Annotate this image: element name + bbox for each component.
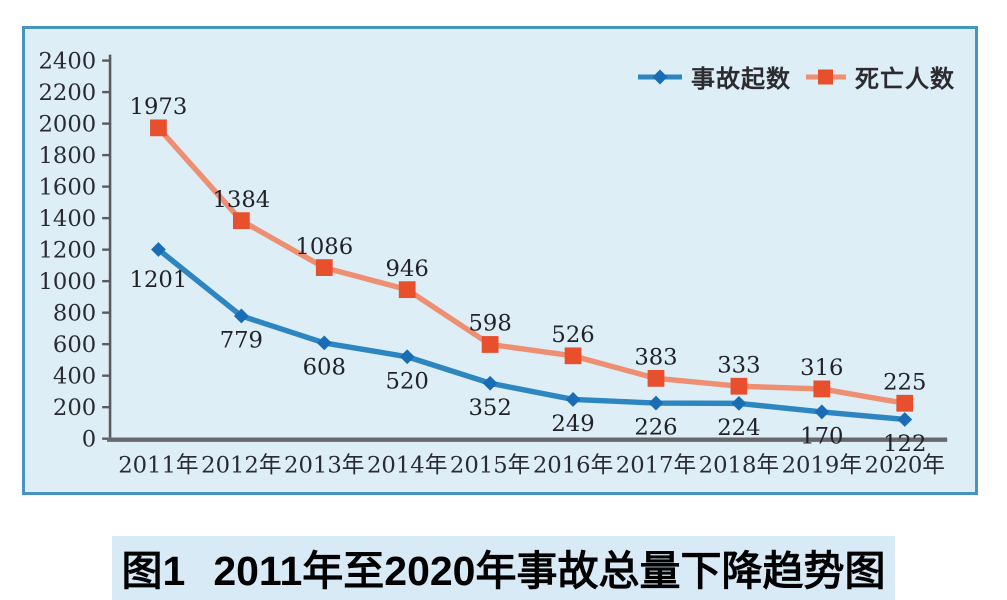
data-point-label: 1384	[212, 187, 270, 213]
y-tick-label: 1200	[38, 238, 96, 264]
data-point-marker	[565, 392, 581, 407]
data-point-label: 946	[386, 256, 429, 282]
chart-legend: 事故起数 死亡人数	[637, 59, 955, 94]
data-point-marker	[481, 336, 499, 353]
data-point-marker	[315, 259, 333, 276]
data-point-marker	[647, 369, 665, 387]
data-point-label: 249	[551, 411, 594, 437]
data-point-label: 383	[634, 345, 677, 371]
y-tick-label: 2200	[38, 80, 96, 106]
data-point-label: 1201	[130, 267, 188, 293]
data-point-label: 122	[883, 431, 926, 457]
data-point-label: 170	[800, 423, 843, 449]
data-point-label: 520	[386, 368, 429, 394]
figure-caption-highlight: 图1 2011年至2020年事故总量下降趋势图	[111, 536, 896, 600]
data-point-marker	[814, 404, 830, 420]
data-point-label: 224	[717, 415, 760, 441]
y-tick-label: 0	[82, 427, 96, 453]
data-point-marker	[150, 119, 167, 137]
legend-item-deaths: 死亡人数	[805, 59, 955, 94]
x-tick-label: 2013年	[284, 452, 364, 478]
data-point-label: 225	[883, 369, 926, 395]
data-point-label: 316	[800, 355, 843, 381]
y-tick-label: 1800	[38, 143, 96, 169]
series-line-1	[155, 125, 908, 406]
y-tick-label: 1400	[38, 206, 96, 232]
data-point-label: 333	[717, 352, 760, 378]
figure-caption-prefix: 图1	[121, 548, 186, 594]
y-tick-label: 2000	[38, 112, 96, 138]
data-point-label: 598	[468, 311, 511, 337]
x-tick-label: 2020年	[865, 452, 945, 478]
data-point-marker	[233, 308, 249, 324]
y-tick-label: 800	[53, 301, 96, 327]
data-point-marker	[813, 380, 831, 398]
data-point-label: 352	[468, 395, 511, 421]
data-point-marker	[896, 394, 914, 412]
data-point-marker	[897, 412, 913, 427]
data-point-label: 526	[551, 322, 594, 348]
x-tick-label: 2012年	[201, 452, 281, 478]
x-tick-label: 2017年	[616, 452, 696, 478]
y-tick-label: 600	[53, 332, 96, 358]
data-point-marker	[316, 335, 332, 351]
data-point-marker	[731, 395, 747, 411]
trend-line-chart: 0 200 400 600 800 1000 1200 1400 1600 1800 2000 220…	[38, 48, 948, 478]
legend-line-square-icon	[806, 69, 846, 84]
data-point-marker	[730, 377, 748, 395]
legend-label-accidents: 事故起数	[691, 66, 791, 93]
chart-panel: 0 200 400 600 800 1000 1200 1400 1600 1800 2000 220…	[22, 26, 978, 495]
data-point-label: 1973	[130, 94, 188, 120]
data-point-marker	[398, 281, 416, 299]
x-tick-label: 2019年	[782, 452, 862, 478]
figure-caption: 图1 2011年至2020年事故总量下降趋势图	[0, 536, 1007, 600]
data-point-marker	[482, 375, 498, 391]
y-tick-label: 200	[53, 395, 96, 421]
y-tick-label: 1000	[38, 269, 96, 295]
data-point-marker	[564, 347, 582, 365]
data-point-label: 1086	[295, 234, 353, 260]
figure-caption-text: 2011年至2020年事故总量下降趋势图	[213, 548, 886, 594]
data-point-marker	[399, 349, 415, 365]
y-tick-label: 2400	[38, 48, 96, 74]
data-point-marker	[648, 395, 664, 411]
y-tick-label: 400	[53, 364, 96, 390]
y-tick-label: 1600	[38, 175, 96, 201]
legend-line-diamond-icon	[638, 69, 682, 84]
x-tick-label: 2011年	[118, 452, 198, 478]
legend-label-deaths: 死亡人数	[855, 66, 955, 93]
x-tick-label: 2016年	[533, 452, 613, 478]
series-line-0	[155, 246, 908, 423]
data-point-marker	[151, 242, 166, 257]
data-point-label: 226	[634, 415, 677, 441]
legend-item-accidents: 事故起数	[637, 59, 791, 94]
x-tick-label: 2018年	[699, 452, 779, 478]
x-tick-label: 2014年	[367, 452, 447, 478]
data-point-label: 608	[303, 354, 346, 380]
data-point-label: 779	[220, 328, 263, 354]
x-tick-label: 2015年	[450, 452, 530, 478]
data-point-marker	[232, 212, 250, 230]
